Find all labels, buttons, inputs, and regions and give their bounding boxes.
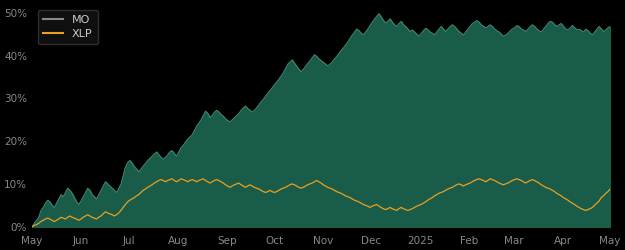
Legend: MO, XLP: MO, XLP	[38, 10, 98, 44]
